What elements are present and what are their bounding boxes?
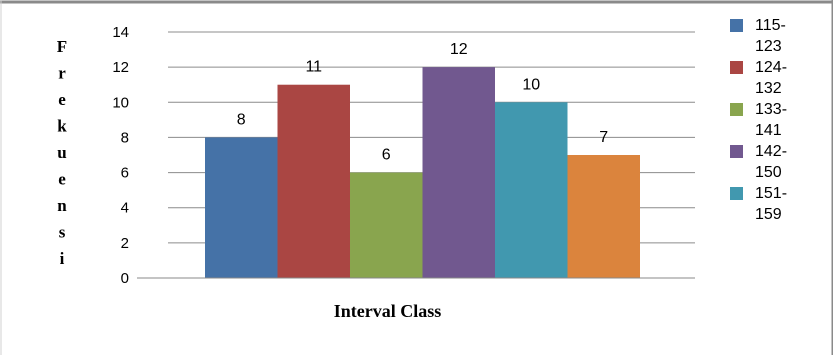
data-label: 7 bbox=[599, 129, 608, 146]
legend-swatch bbox=[730, 187, 743, 200]
y-axis-ticks: 0 2 4 6 8 10 12 14 bbox=[112, 24, 129, 287]
legend-swatch bbox=[730, 103, 743, 116]
data-label: 10 bbox=[522, 76, 540, 93]
bars bbox=[205, 67, 640, 279]
legend-label-line2: 132 bbox=[755, 80, 782, 97]
legend-label-line1: 151- bbox=[755, 185, 787, 202]
y-tick-label: 14 bbox=[112, 24, 129, 41]
data-label: 12 bbox=[450, 41, 468, 58]
legend-label-line1: 115- bbox=[755, 17, 786, 34]
legend-label-line1: 124- bbox=[755, 59, 787, 76]
legend-label-line2: 150 bbox=[755, 164, 782, 181]
legend-label-line2: 123 bbox=[755, 38, 782, 55]
y-tick-label: 10 bbox=[112, 94, 129, 111]
bar bbox=[205, 137, 278, 278]
legend-label-line1: 133- bbox=[755, 101, 787, 118]
data-labels: 8 11 6 12 10 7 bbox=[237, 41, 609, 163]
x-axis-title: Interval Class bbox=[334, 301, 442, 321]
legend-swatch bbox=[730, 61, 743, 74]
bar bbox=[422, 67, 495, 279]
y-tick-label: 0 bbox=[121, 270, 129, 287]
y-tick-label: 8 bbox=[121, 129, 129, 146]
bar bbox=[495, 102, 568, 279]
y-title-letter: u bbox=[57, 143, 66, 162]
y-title-letter: s bbox=[59, 223, 66, 242]
y-title-letter: n bbox=[57, 196, 67, 215]
y-tick-label: 2 bbox=[121, 235, 129, 252]
legend-label-line2: 141 bbox=[755, 122, 782, 139]
bar bbox=[350, 172, 423, 278]
legend-swatch bbox=[730, 145, 743, 158]
y-title-letter: e bbox=[58, 90, 66, 109]
y-title-letter: i bbox=[60, 249, 65, 268]
legend: 115- 123 124- 132 133- 141 142- 150 151- 159 bbox=[730, 17, 787, 223]
y-tick-label: 12 bbox=[112, 59, 129, 76]
bar bbox=[277, 84, 350, 278]
data-label: 6 bbox=[382, 147, 391, 164]
y-title-letter: k bbox=[57, 117, 67, 136]
bar bbox=[567, 155, 640, 278]
data-label: 8 bbox=[237, 111, 246, 128]
y-title-letter: r bbox=[58, 64, 66, 83]
legend-label-line1: 142- bbox=[755, 143, 787, 160]
data-label: 11 bbox=[305, 59, 322, 76]
y-title-letter: F bbox=[57, 37, 67, 56]
legend-swatch bbox=[730, 19, 743, 32]
legend-label-line2: 159 bbox=[755, 206, 782, 223]
y-tick-label: 6 bbox=[121, 165, 129, 182]
y-tick-label: 4 bbox=[121, 200, 129, 217]
y-title-letter: e bbox=[58, 170, 66, 189]
